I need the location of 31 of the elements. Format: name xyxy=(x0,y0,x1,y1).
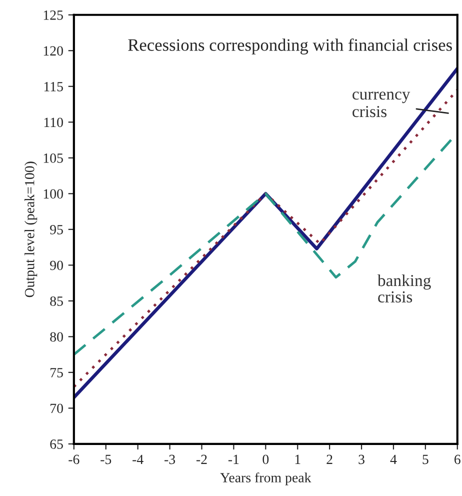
y-tick-label: 80 xyxy=(50,332,63,342)
y-tick-label: 110 xyxy=(44,118,63,128)
y-tick-label: 65 xyxy=(50,440,63,449)
x-tick-label: 5 xyxy=(422,454,428,464)
y-tick-label: 105 xyxy=(44,153,63,163)
y-tick-label: 75 xyxy=(50,368,63,378)
y-axis-title: Output level (peak=100) xyxy=(24,162,38,298)
x-tick-label: -5 xyxy=(100,454,112,464)
y-tick-label: 120 xyxy=(44,46,63,56)
y-tick-label: 100 xyxy=(44,189,63,199)
y-tick-label: 90 xyxy=(50,260,63,270)
x-tick-label: -3 xyxy=(164,454,176,464)
x-tick-label: 4 xyxy=(390,454,397,464)
x-tick-label: -2 xyxy=(196,454,207,464)
y-tick-label: 70 xyxy=(50,404,63,414)
x-tick-label: -6 xyxy=(68,454,80,464)
x-tick-label: 1 xyxy=(295,454,300,464)
x-tick-label: -4 xyxy=(132,454,144,464)
y-tick-label: 85 xyxy=(50,296,63,306)
y-tick-label: 115 xyxy=(44,82,63,92)
x-axis-title: Years from peak xyxy=(220,472,312,486)
y-tick-label: 125 xyxy=(44,10,63,20)
x-tick-label: 3 xyxy=(358,454,364,464)
series-label: banking crisis xyxy=(377,274,431,303)
text: Recessions corresponding with financial crises xyxy=(128,38,452,54)
series-label: currency crisis xyxy=(352,92,410,118)
x-tick-label: 6 xyxy=(454,454,460,464)
x-tick-label: 2 xyxy=(326,454,332,464)
x-tick-label: -1 xyxy=(228,454,239,464)
y-tick-label: 95 xyxy=(50,225,63,234)
x-tick-label: 0 xyxy=(262,454,269,464)
